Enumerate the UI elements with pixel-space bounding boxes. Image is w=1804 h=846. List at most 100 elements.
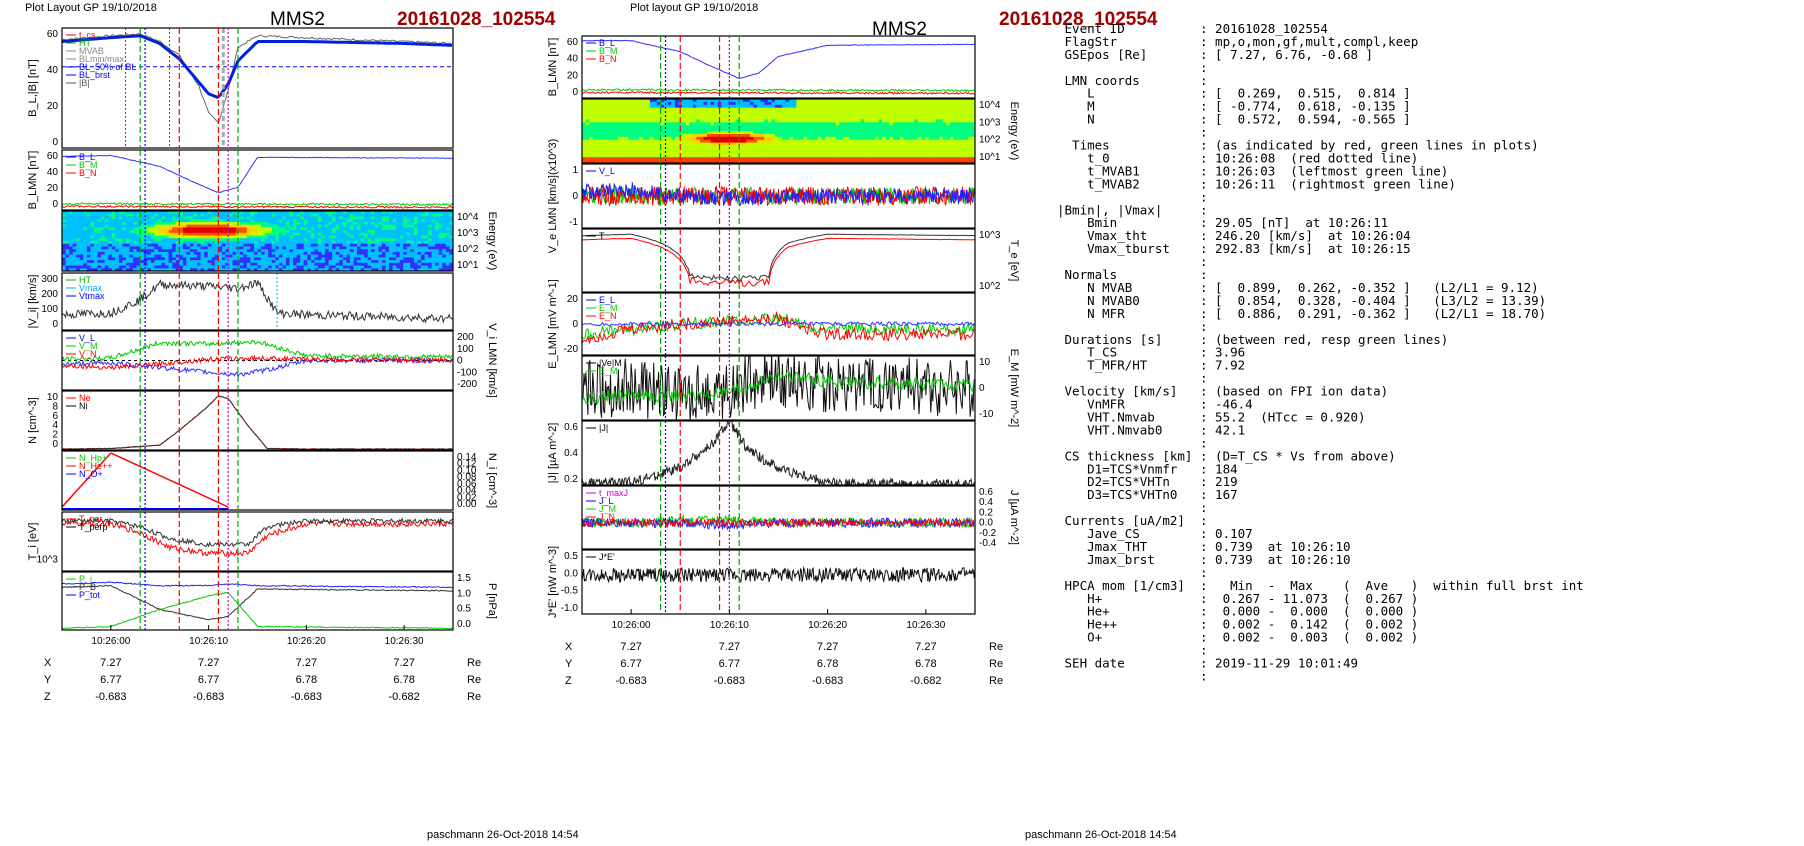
left-ytick-label: 20	[47, 183, 59, 194]
electron-spectrogram-cell	[700, 146, 704, 150]
electron-spectrogram-cell	[736, 114, 740, 118]
electron-spectrogram-cell	[686, 114, 690, 118]
electron-spectrogram-cell	[936, 146, 940, 150]
electron-spectrogram-cell	[764, 146, 768, 150]
left-panel-0-frame	[62, 28, 453, 148]
electron-spectrogram-cell	[682, 114, 686, 118]
electron-spectrogram-cell	[696, 146, 700, 150]
left-ylabel-right: P [nPa]	[486, 583, 498, 619]
left-ephemeris-value: 7.27	[198, 657, 219, 669]
left-legend-entry: T_perp	[79, 522, 108, 532]
left-ylabel-right: Energy (eV)	[486, 212, 498, 271]
left-xtick-label: 10:26:10	[189, 636, 228, 647]
left-ytick-label: 60	[47, 29, 59, 40]
left-ytick-label: 40	[47, 65, 59, 76]
electron-spectrogram-cell	[746, 114, 750, 118]
electron-spectrogram-cell	[603, 146, 607, 150]
electron-spectrogram-cell	[893, 114, 897, 118]
electron-spectrogram-cell	[864, 146, 868, 150]
left-ytick-label: 0	[52, 319, 58, 330]
electron-spectrogram-cell	[632, 114, 636, 118]
left-ytick-right-label: 100	[457, 344, 474, 355]
electron-spectrogram-cell	[739, 114, 743, 118]
electron-spectrogram-cell	[643, 114, 647, 118]
electron-spectrogram-cell	[707, 146, 711, 150]
left-ytick-right-label: 10^3	[457, 228, 479, 239]
electron-spectrogram-cell	[918, 114, 922, 118]
electron-spectrogram-cell	[671, 146, 675, 150]
electron-spectrogram-cell	[589, 114, 593, 118]
left-xtick-label: 10:26:30	[385, 636, 424, 647]
left-ytick-label: 60	[47, 151, 59, 162]
electron-spectrogram-cell	[661, 114, 665, 118]
electron-spectrogram-cell	[711, 146, 715, 150]
electron-spectrogram-cell	[650, 114, 654, 118]
mid-panel-0-plot-area	[582, 40, 975, 94]
left-legend-entry: |B|	[79, 78, 90, 88]
left-ytick-right-label: 0.0	[457, 619, 471, 630]
electron-spectrogram-cell	[839, 114, 843, 118]
left-ephemeris-value: 7.27	[296, 657, 317, 669]
bn-line	[62, 206, 453, 209]
electron-spectrogram-cell	[768, 114, 772, 118]
electron-spectrogram-cell	[689, 114, 693, 118]
electron-spectrogram-cell	[593, 114, 597, 118]
electron-spectrogram-cell	[646, 114, 650, 118]
electron-spectrogram-cell	[786, 114, 790, 118]
left-ytick-label: 20	[47, 101, 59, 112]
electron-spectrogram-cell	[943, 146, 947, 150]
left-ytick-right-label: 0.5	[457, 604, 471, 615]
left-panel-0-plot-area	[62, 28, 453, 148]
electron-spectrogram-cell	[896, 114, 900, 118]
electron-spectrogram-cell	[814, 114, 818, 118]
left-ytick-label: 0	[52, 439, 58, 450]
left-ephemeris-value: 6.77	[198, 674, 219, 686]
electron-spectrogram-cell	[596, 114, 600, 118]
electron-spectrogram-cell	[786, 146, 790, 150]
electron-spectrogram-cell	[636, 114, 640, 118]
electron-spectrogram-cell	[675, 146, 679, 150]
electron-spectrogram-cell	[932, 146, 936, 150]
electron-spectrogram-cell	[707, 114, 711, 118]
left-legend-entry: Ni	[79, 401, 88, 411]
left-ytick-right-label: 1.0	[457, 588, 471, 599]
electron-spectrogram-cell	[800, 146, 804, 150]
electron-spectrogram-cell	[793, 146, 797, 150]
ti-perp-line	[62, 519, 453, 547]
bl-line	[582, 40, 975, 78]
electron-spectrogram-cell	[714, 146, 718, 150]
electron-spectrogram-cell	[854, 146, 858, 150]
electron-spectrogram-cell	[725, 114, 729, 118]
electron-spectrogram-cell	[754, 146, 758, 150]
left-panel-5-frame	[62, 391, 453, 450]
electron-spectrogram-cell	[603, 114, 607, 118]
mid-panel-1-plot-area	[582, 99, 976, 164]
left-panel-4-plot-area	[62, 340, 453, 377]
electron-spectrogram-cell	[754, 114, 758, 118]
electron-spectrogram-cell	[854, 114, 858, 118]
electron-spectrogram-cell	[818, 146, 822, 150]
he-pp-line	[111, 453, 228, 507]
left-ephemeris-value: 6.77	[100, 674, 121, 686]
electron-spectrogram-cell	[668, 146, 672, 150]
electron-spectrogram-cell	[846, 114, 850, 118]
bm-line	[582, 89, 975, 92]
left-ephemeris-value: 7.27	[393, 657, 414, 669]
electron-spectrogram-cell	[925, 146, 929, 150]
left-ytick-right-label: 200	[457, 332, 474, 343]
left-ytick-right-label: 0.00	[457, 499, 477, 510]
electron-spectrogram-cell	[596, 146, 600, 150]
electron-spectrogram-cell	[632, 146, 636, 150]
bn-line	[582, 92, 975, 95]
electron-spectrogram-cell	[829, 146, 833, 150]
left-plot-layout-label: Plot Layout GP 19/10/2018	[25, 2, 157, 14]
left-ephemeris-row-label: Y	[44, 674, 52, 686]
electron-spectrogram-cell	[886, 146, 890, 150]
electron-spectrogram-cell	[668, 114, 672, 118]
left-ylabel: N [cm^-3]	[27, 397, 39, 444]
left-ylabel: T_i [eV]	[27, 523, 39, 561]
